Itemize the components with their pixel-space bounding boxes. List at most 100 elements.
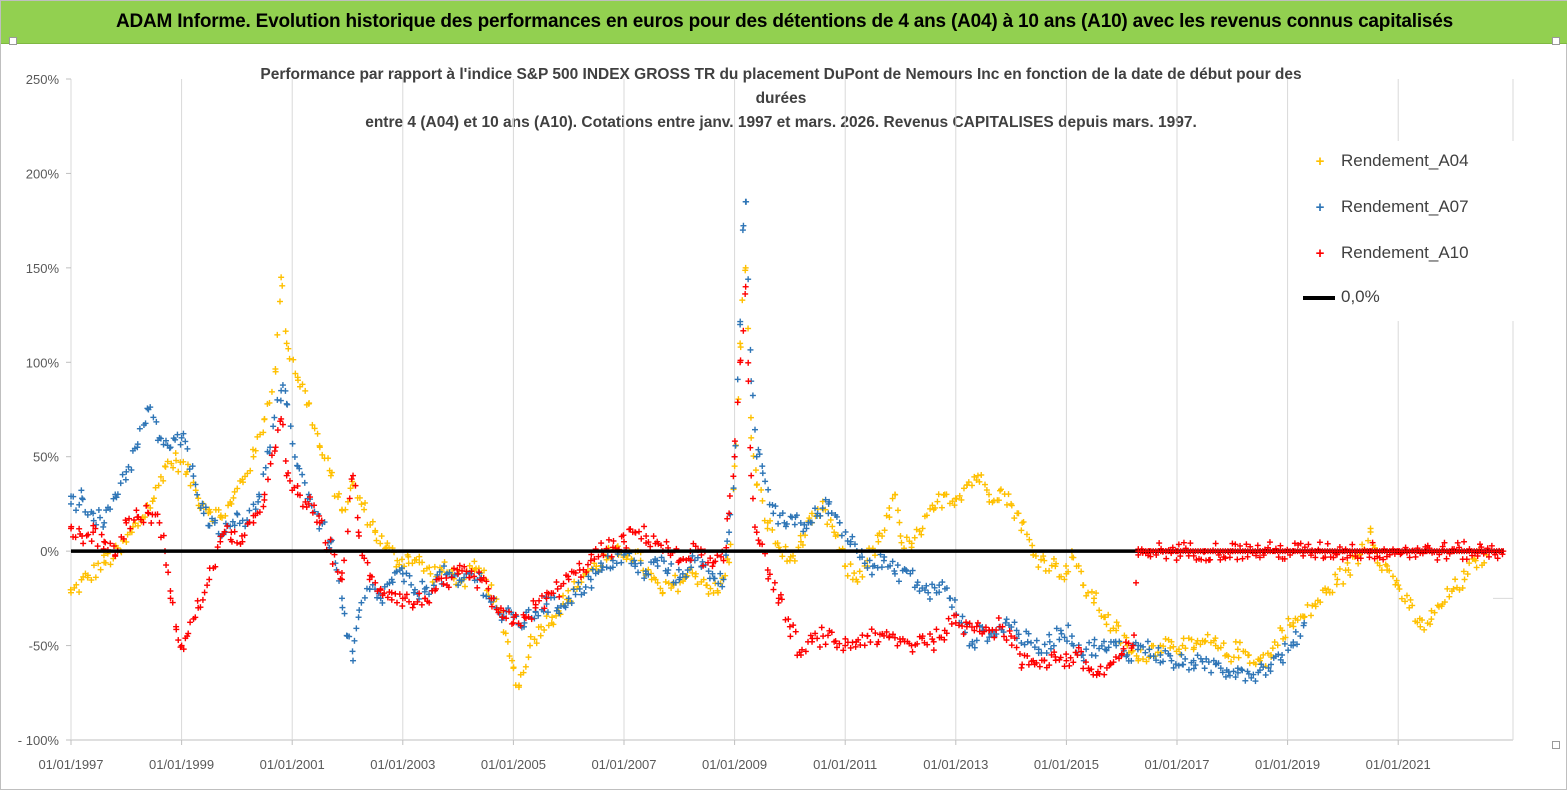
data-point [361,507,367,513]
data-point [1221,640,1227,646]
data-point [358,600,364,606]
data-point [250,454,256,460]
data-point [339,605,345,611]
data-point [676,567,682,573]
data-point [96,507,102,513]
data-point [288,423,294,429]
data-point [350,658,356,664]
data-point [355,515,361,521]
data-point [912,535,918,541]
data-point [1186,667,1192,673]
data-point [526,654,532,660]
data-point [1080,582,1086,588]
y-tick-label: 200% [26,166,60,181]
data-point [737,340,743,346]
data-point [315,431,321,437]
data-point [730,473,736,479]
data-point [851,570,857,576]
data-point [351,638,357,644]
data-point [68,590,74,596]
data-point [735,396,741,402]
data-point [1272,639,1278,645]
data-point [724,538,730,544]
data-point [1029,542,1035,548]
data-point [68,501,74,507]
data-point [76,589,82,595]
data-point [750,392,756,398]
data-point [675,588,681,594]
data-point [283,458,289,464]
data-point [290,357,296,363]
data-point [1421,627,1427,633]
data-point [1051,643,1057,649]
data-point [187,619,193,625]
data-point [204,582,210,588]
data-point [489,604,495,610]
data-point [1390,573,1396,579]
data-point [765,487,771,493]
data-point [408,582,414,588]
data-point [1182,656,1188,662]
data-point [272,448,278,454]
series-rendement_a07 [68,199,1307,684]
data-point [280,382,286,388]
data-point [1237,639,1243,645]
data-point [480,592,486,598]
x-tick-label: 01/01/2015 [1034,757,1099,772]
data-point [896,578,902,584]
data-point [1046,568,1052,574]
data-point [1078,568,1084,574]
data-point [278,388,284,394]
data-point [350,648,356,654]
data-point [78,487,84,493]
data-point [193,487,199,493]
data-point [1034,638,1040,644]
data-point [1178,652,1184,658]
data-point [598,540,604,546]
data-point [175,637,181,643]
data-point [651,533,657,539]
data-point [949,604,955,610]
data-point [823,641,829,647]
data-point [342,611,348,617]
data-point [274,397,280,403]
data-point [99,532,105,538]
x-tick-label: 01/01/2005 [481,757,546,772]
data-point [1285,647,1291,653]
data-point [583,584,589,590]
data-point [471,558,477,564]
data-point [747,445,753,451]
data-point [400,571,406,577]
data-point [1279,652,1285,658]
data-point [732,438,738,444]
data-point [848,561,854,567]
data-point [173,450,179,456]
data-point [1181,635,1187,641]
data-point [270,423,276,429]
data-point [759,498,765,504]
data-point [410,605,416,611]
data-point [727,493,733,499]
data-point [190,473,196,479]
data-point [1011,515,1017,521]
data-point [397,591,403,597]
data-point [299,472,305,478]
chart-points [68,199,1507,690]
data-point [246,508,252,514]
data-point [194,492,200,498]
data-point [275,427,281,433]
data-point [747,347,753,353]
data-point [1396,586,1402,592]
data-point [97,515,103,521]
y-axis: - 100%-50%0%50%100%150%200%250% [18,72,71,748]
data-point [576,561,582,567]
data-point [1417,624,1423,630]
data-point [137,426,143,432]
data-point [775,521,781,527]
data-point [895,507,901,513]
data-point [101,520,107,526]
data-point [316,526,322,532]
data-point [353,625,359,631]
